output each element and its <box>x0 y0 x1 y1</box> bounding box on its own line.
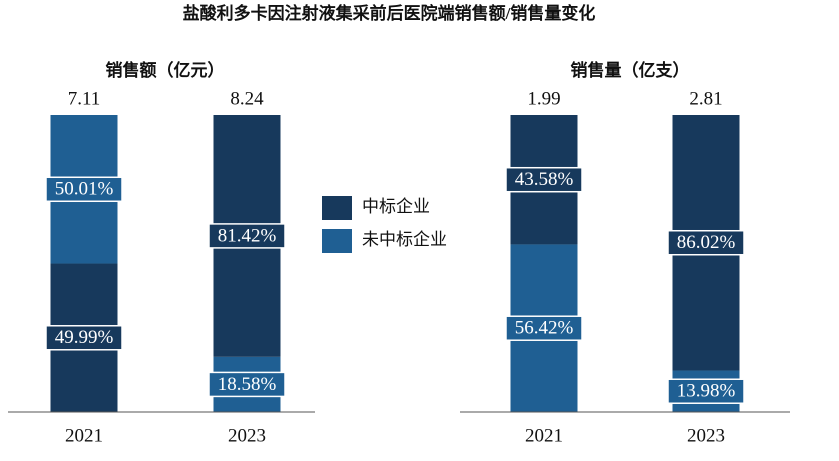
value-label: 13.98% <box>677 381 736 402</box>
total-label: 2.81 <box>689 88 722 109</box>
chart-subtitle: 销售额（亿元） <box>106 60 225 80</box>
x-tick-label: 2023 <box>228 425 266 446</box>
x-tick-label: 2021 <box>65 425 103 446</box>
legend-swatch <box>322 229 352 253</box>
value-label-box <box>45 176 123 203</box>
value-label: 18.58% <box>218 374 277 395</box>
value-label: 81.42% <box>218 225 277 246</box>
value-label: 86.02% <box>677 232 736 253</box>
value-label-box <box>667 229 745 256</box>
value-label-box <box>667 378 745 404</box>
total-label: 1.99 <box>527 88 560 109</box>
value-label-box <box>208 371 286 398</box>
value-label-box <box>505 315 583 341</box>
chart-subtitle: 销售量（亿支） <box>571 60 690 80</box>
value-label: 49.99% <box>55 327 114 348</box>
total-label: 7.11 <box>68 88 101 109</box>
value-label: 56.42% <box>515 318 574 339</box>
value-label: 43.58% <box>515 169 574 190</box>
page-title: 盐酸利多卡因注射液集采前后医院端销售额/销售量变化 <box>183 3 596 23</box>
value-label: 50.01% <box>55 179 114 200</box>
x-tick-label: 2021 <box>525 425 563 446</box>
legend-swatch <box>322 196 352 220</box>
legend-label: 中标企业 <box>362 197 430 216</box>
x-tick-label: 2023 <box>687 425 725 446</box>
legend-label: 未中标企业 <box>362 230 447 249</box>
total-label: 8.24 <box>230 88 264 109</box>
value-label-box <box>45 325 123 351</box>
value-label-box <box>505 166 583 193</box>
value-label-box <box>208 223 286 249</box>
